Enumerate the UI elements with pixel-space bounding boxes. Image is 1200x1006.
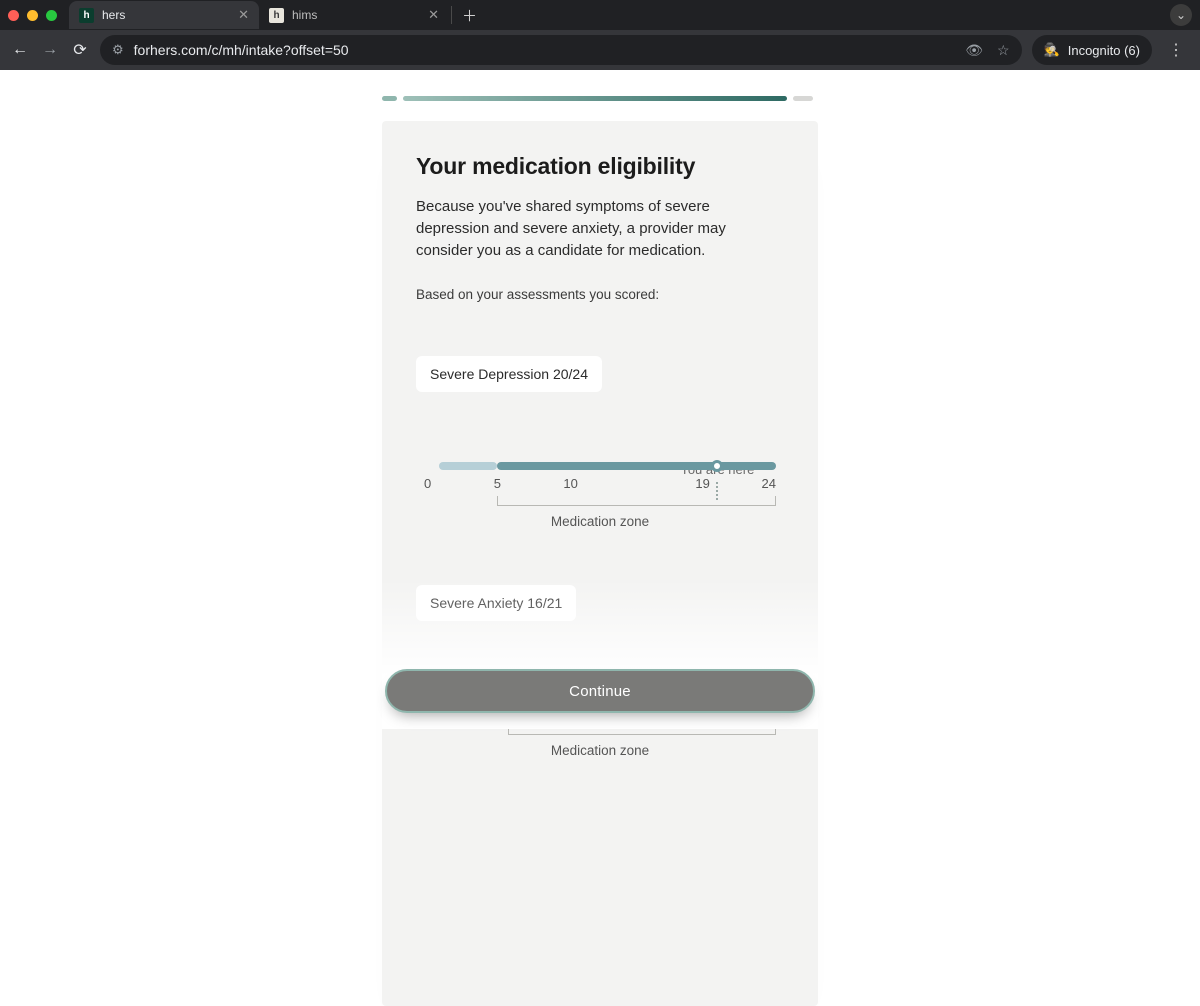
gauge-depression: You are here05101924Medication zone: [424, 462, 776, 529]
progress-segment: [382, 96, 397, 101]
progress-segment: [403, 96, 787, 101]
gauge-pre-zone: [439, 462, 498, 470]
gauge-tick: 10: [563, 476, 577, 491]
tab-close-icon[interactable]: ✕: [428, 7, 439, 23]
intake-progress-bar: [382, 96, 818, 101]
favicon-icon: h: [79, 8, 94, 23]
tab-hers[interactable]: h hers ✕: [69, 1, 259, 29]
window-close-icon[interactable]: [8, 10, 19, 21]
incognito-chip[interactable]: 🕵 Incognito (6): [1032, 35, 1152, 65]
page-viewport: Your medication eligibility Because you'…: [0, 70, 1200, 729]
score-chip-anxiety: Severe Anxiety 16/21: [416, 585, 576, 621]
incognito-label: Incognito (6): [1068, 43, 1140, 58]
site-settings-icon[interactable]: ⚙: [112, 42, 124, 58]
browser-chrome: h hers ✕ h hims ✕ ＋ ⌄ ← → ⟳ ⚙ forhers.co…: [0, 0, 1200, 70]
new-tab-button[interactable]: ＋: [454, 5, 485, 26]
tab-title: hers: [102, 8, 125, 22]
gauge-tick: 24: [762, 476, 776, 491]
medication-zone-label: Medication zone: [424, 514, 776, 529]
gauge-track: [424, 462, 776, 470]
tab-title: hims: [292, 8, 317, 22]
continue-button[interactable]: Continue: [385, 669, 815, 713]
gauge-thumb: [711, 460, 723, 472]
gauge-tick: 5: [494, 476, 501, 491]
tab-close-icon[interactable]: ✕: [238, 7, 249, 23]
address-bar[interactable]: ⚙ forhers.com/c/mh/intake?offset=50 👁 ☆: [100, 35, 1022, 65]
back-button[interactable]: ←: [10, 41, 30, 59]
tab-overflow-button[interactable]: ⌄: [1170, 4, 1192, 26]
medication-zone-bracket: [508, 725, 776, 735]
medication-zone-label: Medication zone: [424, 743, 776, 758]
window-zoom-icon[interactable]: [46, 10, 57, 21]
gauge-tick: 0: [424, 476, 431, 491]
window-minimize-icon[interactable]: [27, 10, 38, 21]
tab-hims[interactable]: h hims ✕: [259, 1, 449, 29]
forward-button[interactable]: →: [40, 41, 60, 59]
page-title: Your medication eligibility: [416, 153, 784, 180]
tab-separator: [451, 6, 452, 24]
tab-strip: h hers ✕ h hims ✕ ＋ ⌄: [0, 0, 1200, 30]
reload-button[interactable]: ⟳: [70, 40, 90, 60]
subhead: Based on your assessments you scored:: [416, 287, 784, 302]
cta-bar: Continue: [382, 669, 818, 713]
eligibility-card: Your medication eligibility Because you'…: [382, 121, 818, 1006]
eye-off-icon[interactable]: 👁: [965, 42, 983, 59]
favicon-icon: h: [269, 8, 284, 23]
browser-menu-button[interactable]: ⋮: [1162, 40, 1190, 60]
gauge-ticks: 0 5 10 19 24: [424, 476, 776, 494]
toolbar: ← → ⟳ ⚙ forhers.com/c/mh/intake?offset=5…: [0, 30, 1200, 70]
gauge-tick: 19: [695, 476, 709, 491]
medication-zone-bracket: [497, 496, 776, 506]
window-controls: [8, 10, 57, 21]
gauge-medication-zone: [497, 462, 776, 470]
progress-segment: [793, 96, 813, 101]
url-text: forhers.com/c/mh/intake?offset=50: [134, 42, 349, 58]
lede-text: Because you've shared symptoms of severe…: [416, 196, 784, 261]
score-chip-depression: Severe Depression 20/24: [416, 356, 602, 392]
bookmark-icon[interactable]: ☆: [997, 42, 1010, 59]
incognito-icon: 🕵: [1044, 42, 1060, 58]
